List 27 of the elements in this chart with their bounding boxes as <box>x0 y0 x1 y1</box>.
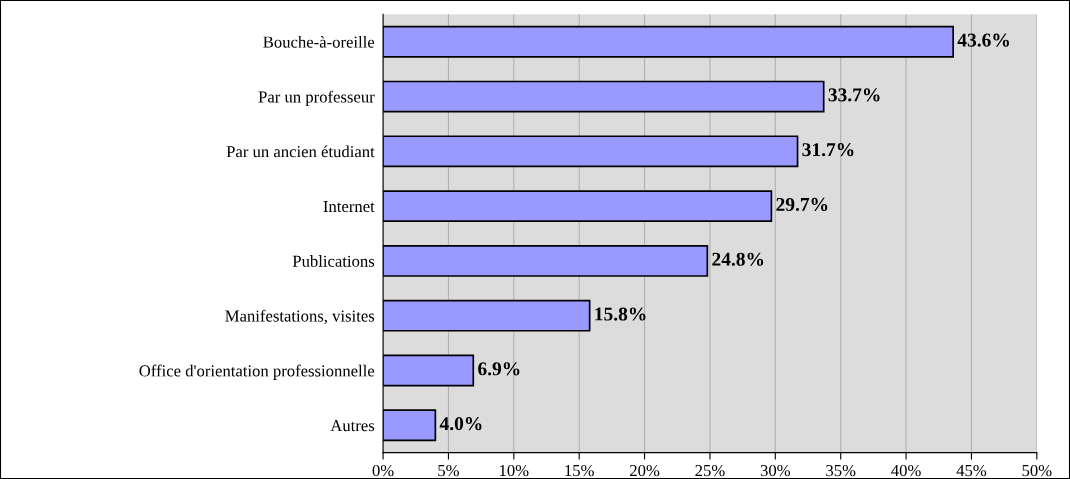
x-tick-label: 0% <box>372 464 394 477</box>
y-tick-label: Publications <box>292 255 375 267</box>
y-tick-label: Bouche-à-oreille <box>263 35 375 48</box>
data-label: 24.8% <box>712 252 764 266</box>
x-tick-label: 10% <box>500 464 529 477</box>
x-tick-label: 45% <box>956 464 987 477</box>
x-tick-label: 30% <box>760 464 791 477</box>
data-label: 43.6% <box>957 33 1009 47</box>
data-label: 29.7% <box>776 197 828 212</box>
x-tick-label: 35% <box>826 464 856 477</box>
y-tick-label: Manifestations, visites <box>225 309 375 325</box>
data-label: 33.7% <box>828 88 880 102</box>
data-label: 15.8% <box>595 307 646 321</box>
x-tick-label: 40% <box>891 464 921 477</box>
y-tick-label: Par un ancien étudiant <box>226 145 375 158</box>
y-tick-label: Internet <box>323 200 375 213</box>
x-tick-label: 50% <box>1022 464 1052 477</box>
y-tick-label: Office d'orientation professionnelle <box>139 364 375 380</box>
data-label: 4.0% <box>439 417 482 431</box>
x-tick-label: 20% <box>630 464 660 477</box>
x-tick-label: 25% <box>695 464 725 477</box>
data-label: 31.7% <box>802 143 854 157</box>
y-tick-label: Autres <box>330 420 375 432</box>
data-label: 6.9% <box>478 362 520 376</box>
x-tick-label: 15% <box>565 464 594 477</box>
y-tick-label: Par un professeur <box>258 90 375 106</box>
x-tick-label: 5% <box>438 464 459 477</box>
